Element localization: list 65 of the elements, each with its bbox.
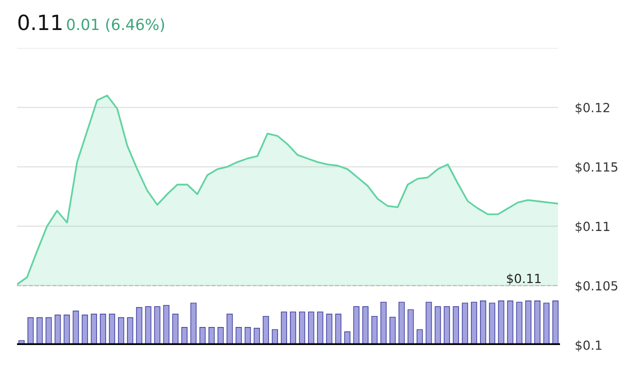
bar [190, 302, 197, 345]
ref-line-label: $0.11 [507, 274, 541, 285]
bar [534, 300, 540, 345]
bar [108, 314, 116, 345]
bar [272, 329, 278, 345]
bar [380, 302, 387, 345]
bar [408, 309, 414, 345]
bar [218, 327, 224, 345]
bar [72, 310, 79, 345]
bar [208, 327, 215, 345]
bar [444, 306, 450, 345]
bar [54, 314, 61, 345]
chart-subtitle: 0.01 (6.46%) [67, 18, 164, 32]
bar [480, 300, 486, 345]
bar [90, 314, 97, 345]
y-tick-label: $0.115 [576, 162, 618, 174]
bar [390, 316, 396, 345]
bar [362, 306, 368, 345]
bar [516, 302, 522, 345]
bar [127, 317, 134, 345]
y-tick-label: $0.105 [576, 280, 618, 292]
bar [353, 306, 360, 345]
bar [507, 300, 514, 345]
bar [82, 314, 88, 345]
bar [371, 316, 378, 345]
bar [244, 327, 251, 345]
bar [434, 306, 441, 345]
bar [36, 317, 43, 345]
bar [462, 302, 468, 345]
bar [416, 329, 423, 345]
bar [163, 304, 170, 345]
bar [145, 306, 152, 345]
bar [335, 314, 342, 345]
bar [290, 312, 296, 345]
bar [118, 317, 124, 345]
bar [498, 300, 504, 345]
bar [489, 302, 496, 345]
bar [236, 327, 242, 345]
bar [280, 312, 288, 345]
bar [470, 302, 478, 345]
bar [552, 300, 559, 345]
bar [136, 307, 142, 345]
bar [426, 302, 432, 345]
bar [452, 306, 459, 345]
bar [64, 314, 70, 345]
chart-title: 0.11 [18, 14, 62, 30]
y-tick-label: $0.12 [576, 102, 610, 114]
bar [46, 317, 52, 345]
bar [308, 312, 314, 345]
bar [525, 300, 532, 345]
y-tick-label: $0.1 [576, 340, 602, 352]
bar [154, 306, 160, 345]
bar [199, 327, 206, 345]
bar [262, 316, 269, 345]
bar [28, 317, 34, 345]
bar [317, 312, 324, 345]
bar [543, 302, 550, 345]
y-tick-label: $0.11 [576, 221, 610, 233]
bar [299, 312, 306, 345]
bar [172, 314, 178, 345]
bar [398, 302, 405, 345]
bar [181, 327, 188, 345]
bar [100, 314, 106, 345]
bar [226, 314, 233, 345]
bar [326, 314, 332, 345]
